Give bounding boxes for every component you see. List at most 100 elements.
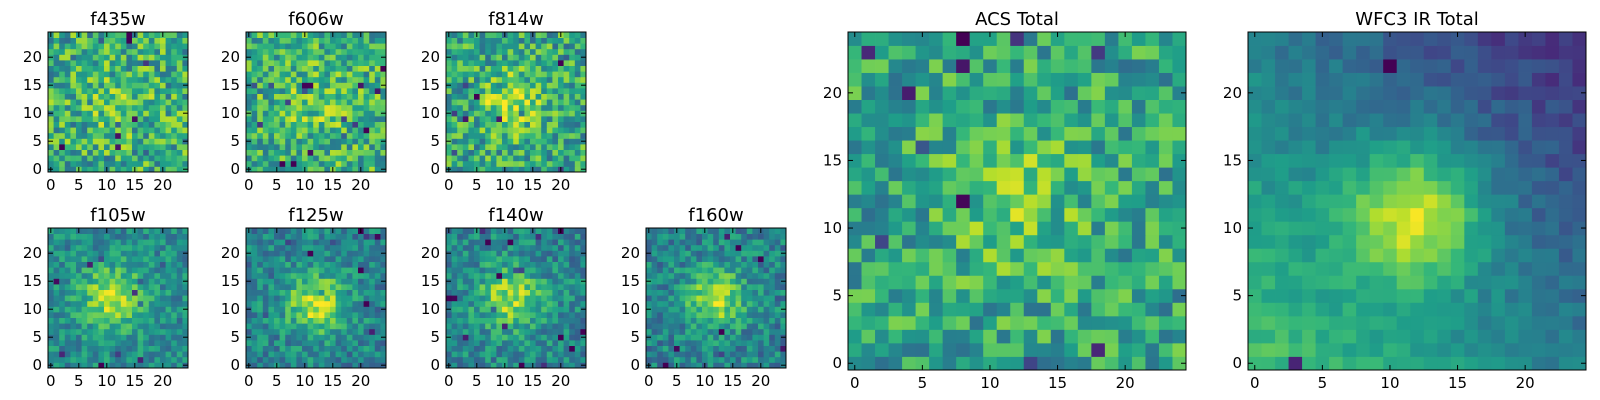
- heatmap-cell: [1172, 275, 1187, 290]
- heatmap-cell: [546, 261, 553, 268]
- heatmap-cell: [182, 239, 189, 246]
- heatmap-cell: [546, 362, 553, 369]
- heatmap-cell: [369, 228, 376, 234]
- heatmap-cell: [98, 233, 105, 240]
- heatmap-cell: [279, 261, 286, 268]
- heatmap-cell: [468, 104, 475, 111]
- heatmap-cell: [154, 351, 161, 358]
- heatmap-cell: [530, 306, 536, 313]
- heatmap-cell: [182, 356, 189, 363]
- heatmap-cell: [462, 244, 469, 251]
- heatmap-cell: [137, 340, 144, 346]
- heatmap-cell: [120, 104, 127, 111]
- heatmap-cell: [552, 300, 559, 307]
- heatmap-cell: [769, 289, 776, 296]
- heatmap-cell: [165, 239, 172, 246]
- heatmap-cell: [530, 317, 536, 324]
- heatmap-cell: [769, 228, 776, 234]
- heatmap-cell: [763, 323, 770, 330]
- heatmap-cell: [735, 328, 742, 335]
- heatmap-cell: [59, 295, 66, 302]
- heatmap-cell: [446, 43, 452, 50]
- heatmap-cell: [546, 121, 553, 128]
- heatmap-cell: [307, 43, 314, 50]
- heatmap-cell: [64, 116, 71, 122]
- heatmap-cell: [268, 149, 275, 156]
- heatmap-cell: [154, 76, 161, 83]
- heatmap-cell: [70, 127, 77, 134]
- heatmap-cell: [335, 345, 342, 352]
- heatmap-cell: [451, 295, 458, 302]
- heatmap-cell: [302, 160, 308, 167]
- heatmap-cell: [87, 300, 94, 307]
- heatmap-cell: [165, 345, 172, 352]
- heatmap-cell: [651, 345, 658, 352]
- heatmap-cell: [380, 43, 387, 50]
- heatmap-cell: [148, 82, 155, 89]
- heatmap-cell: [574, 132, 581, 139]
- heatmap-cell: [143, 295, 150, 302]
- heatmap-cell: [268, 306, 275, 313]
- heatmap-cell: [763, 267, 770, 274]
- heatmap-cell: [983, 248, 998, 263]
- heatmap-cell: [507, 233, 514, 240]
- heatmap-cell: [541, 289, 548, 296]
- heatmap-cell: [115, 104, 122, 111]
- heatmap-cell: [98, 60, 105, 66]
- heatmap-cell: [92, 295, 99, 302]
- heatmap-cell: [741, 267, 748, 274]
- heatmap-cell: [518, 300, 525, 307]
- heatmap-cell: [307, 32, 314, 38]
- heatmap-cell: [176, 99, 183, 106]
- heatmap-cell: [279, 121, 286, 128]
- heatmap-cell: [942, 329, 957, 344]
- heatmap-cell: [674, 261, 680, 268]
- heatmap-cell: [490, 356, 497, 363]
- heatmap-cell: [137, 166, 144, 173]
- heatmap-cell: [780, 356, 787, 363]
- heatmap-cell: [474, 48, 480, 55]
- heatmap-cell: [983, 194, 998, 209]
- heatmap-cell: [302, 88, 308, 94]
- heatmap-cell: [651, 228, 658, 234]
- heatmap-cell: [246, 127, 252, 134]
- heatmap-cell: [741, 228, 748, 234]
- heatmap-cell: [690, 284, 697, 290]
- heatmap-cell: [143, 82, 150, 89]
- heatmap-cell: [763, 272, 770, 279]
- heatmap-cell: [1023, 180, 1038, 195]
- heatmap-cell: [307, 155, 314, 162]
- heatmap-cell: [1023, 153, 1038, 168]
- heatmap-cell: [518, 149, 525, 156]
- heatmap-cell: [468, 48, 475, 55]
- axes-frame: [47, 31, 189, 173]
- heatmap-cell: [335, 127, 342, 134]
- heatmap-cell: [171, 267, 178, 274]
- heatmap-cell: [369, 104, 376, 111]
- heatmap-cell: [109, 155, 116, 162]
- heatmap-cell: [1145, 248, 1160, 263]
- heatmap-cell: [81, 43, 88, 50]
- heatmap-cell: [574, 37, 581, 44]
- heatmap-cell: [380, 312, 387, 318]
- heatmap-cell: [290, 351, 297, 358]
- heatmap-cell: [1172, 167, 1187, 182]
- heatmap-cell: [780, 328, 787, 335]
- heatmap-cell: [262, 261, 269, 268]
- heatmap-cell: [143, 132, 150, 139]
- heatmap-cell: [358, 76, 364, 83]
- heatmap-cell: [668, 312, 675, 318]
- heatmap-cell: [290, 127, 297, 134]
- heatmap-cell: [518, 256, 525, 262]
- heatmap-cell: [518, 121, 525, 128]
- heatmap-cell: [462, 284, 469, 290]
- heatmap-cell: [59, 54, 66, 61]
- heatmap-cell: [457, 334, 464, 341]
- heatmap-cell: [746, 345, 753, 352]
- heatmap-cell: [1010, 356, 1025, 371]
- heatmap-cell: [307, 362, 314, 369]
- heatmap-cell: [502, 328, 508, 335]
- heatmap-cell: [457, 284, 464, 290]
- heatmap-cell: [268, 340, 275, 346]
